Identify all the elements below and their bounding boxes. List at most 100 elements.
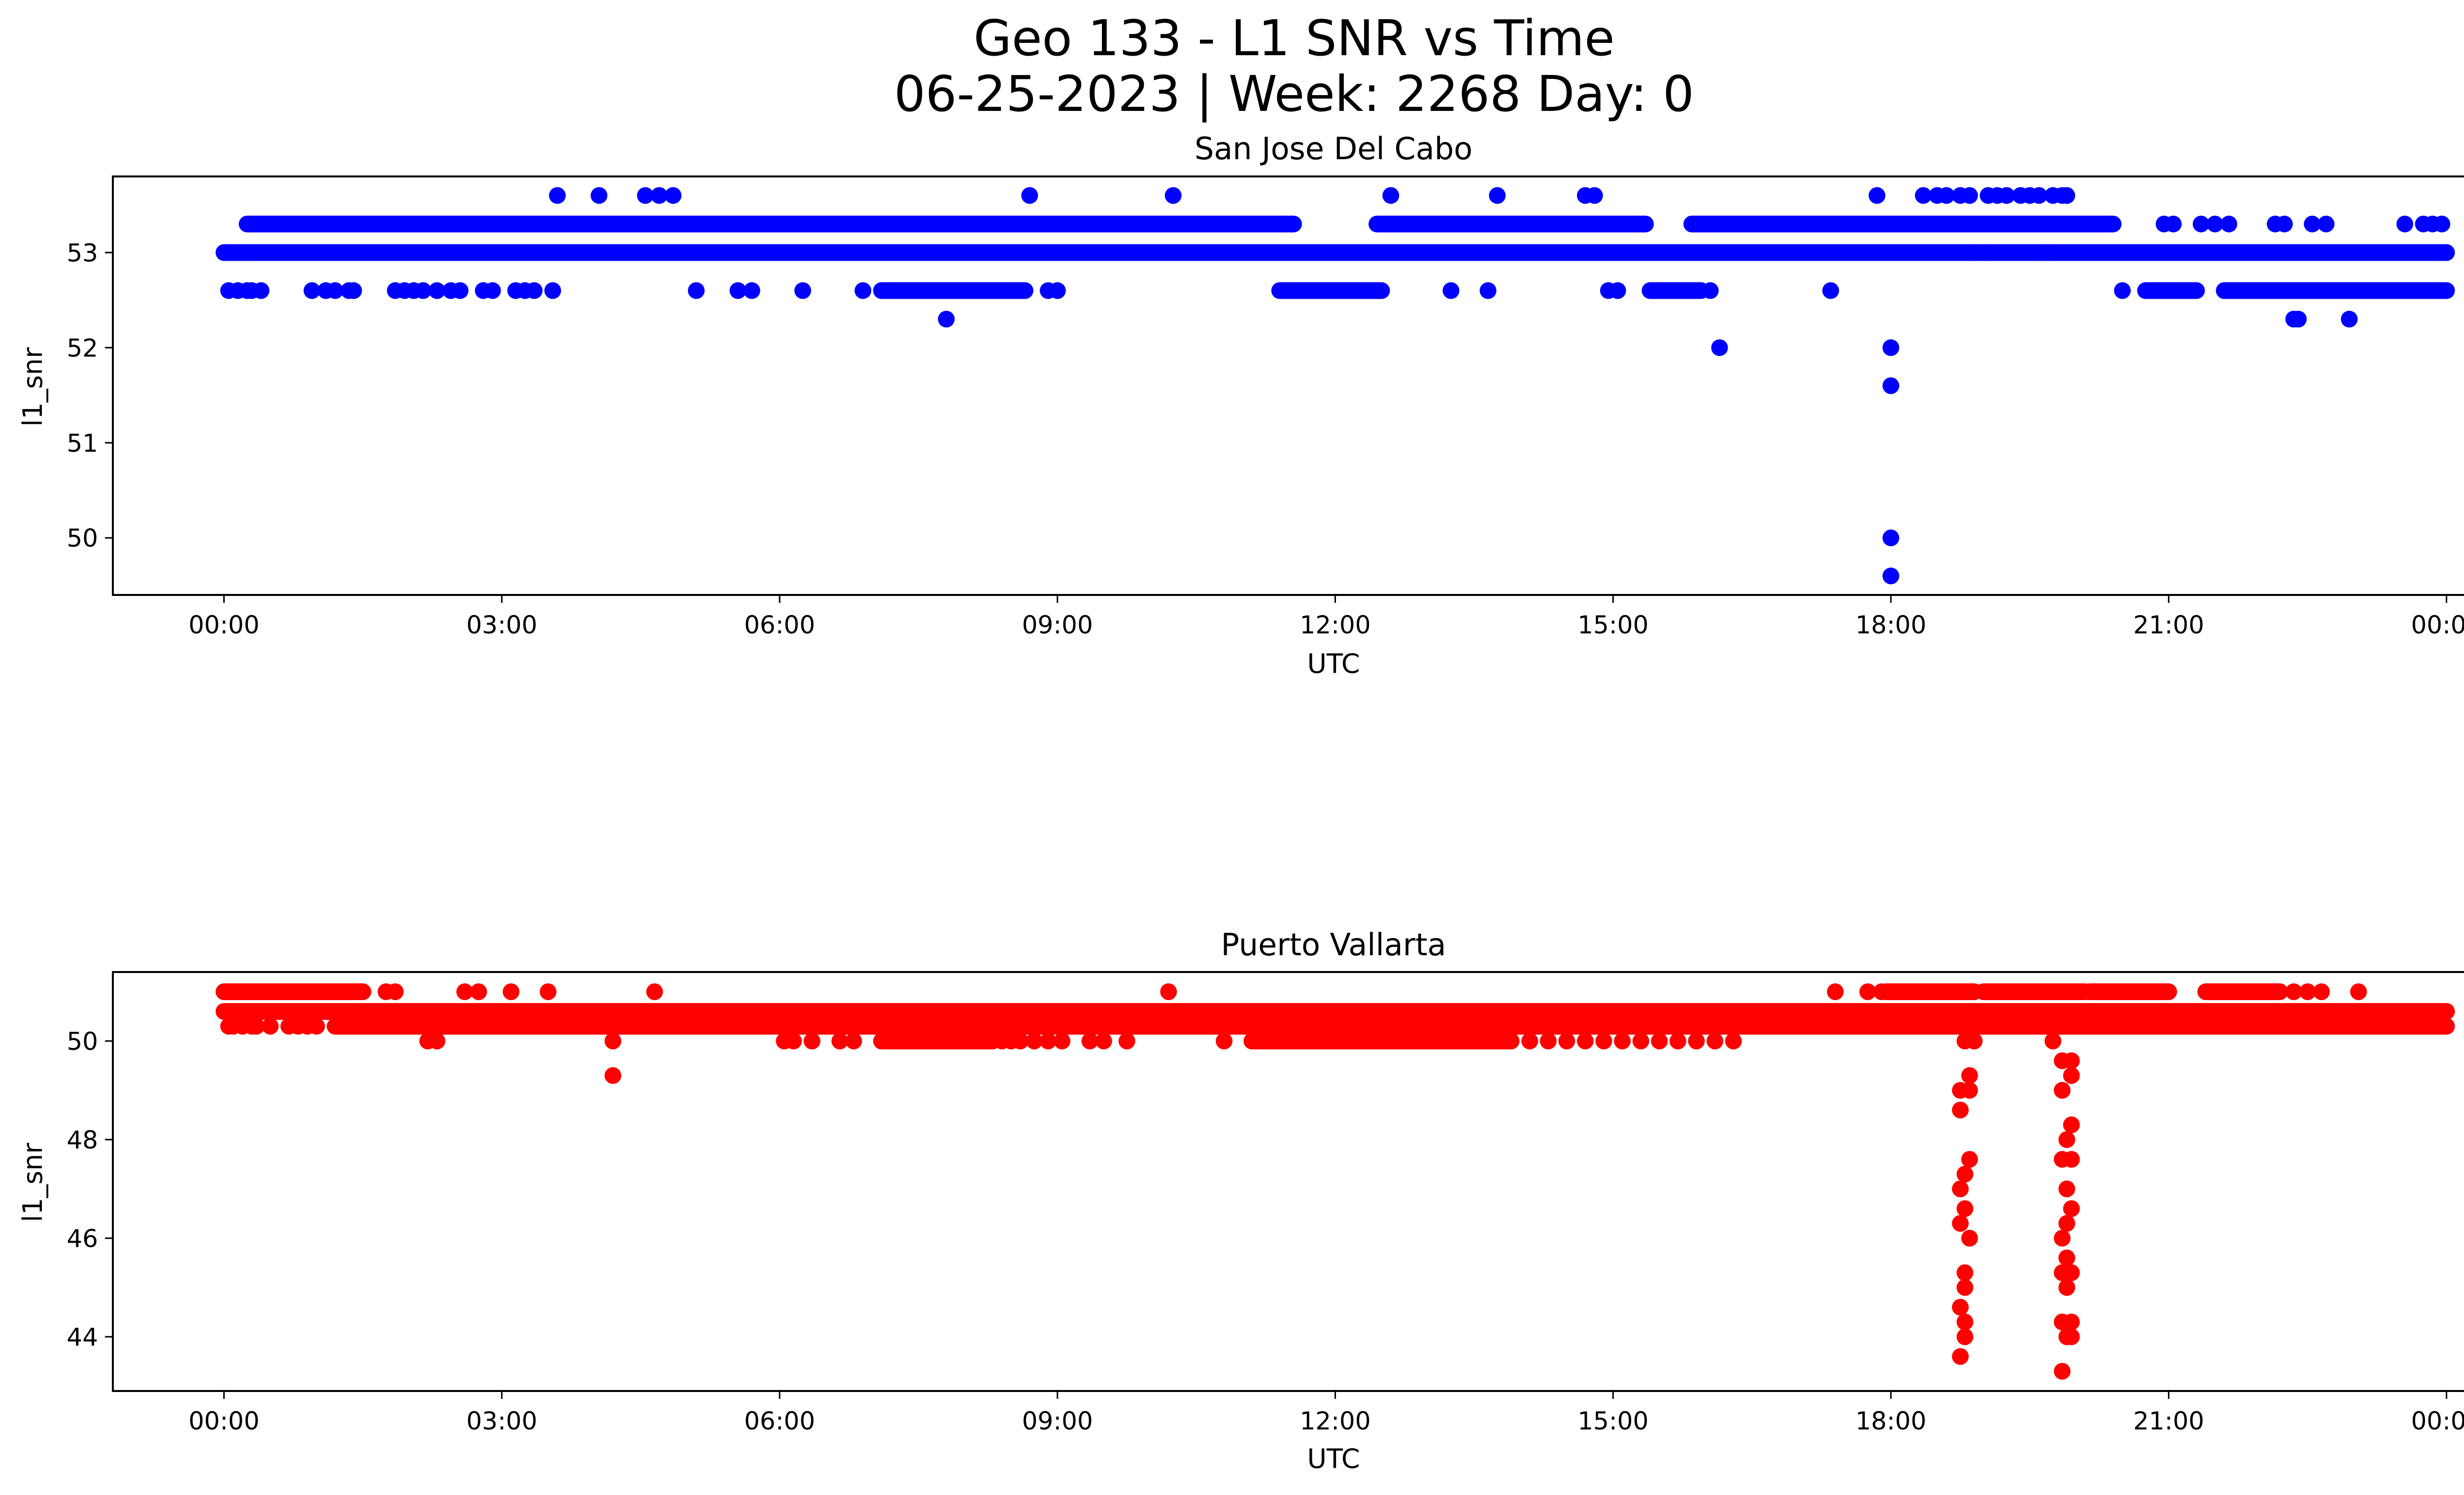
- data-point: [1160, 983, 1177, 1000]
- data-point: [604, 1067, 621, 1084]
- data-point: [1951, 1102, 1969, 1118]
- data-point: [1669, 1033, 1686, 1049]
- data-point: [2058, 187, 2076, 204]
- x-tick-label: 03:00: [466, 1407, 537, 1435]
- data-point: [1998, 1018, 2015, 1035]
- x-tick-label: 00:00: [188, 611, 259, 639]
- data-point: [2063, 1200, 2080, 1217]
- data-point: [447, 215, 464, 233]
- data-point: [1882, 377, 1899, 394]
- data-band: [1642, 282, 1710, 299]
- data-point: [1614, 1033, 1631, 1049]
- data-point: [503, 983, 520, 1000]
- y-tick-label: 50: [67, 524, 98, 553]
- x-tick-label: 00:00: [188, 1407, 259, 1435]
- data-point: [304, 282, 321, 299]
- data-point: [650, 187, 668, 204]
- data-band: [1878, 983, 1983, 1000]
- data-point: [2030, 187, 2048, 204]
- data-point: [743, 282, 760, 299]
- data-point: [1882, 339, 1899, 356]
- data-point: [1956, 1279, 1974, 1296]
- data-point: [2040, 1018, 2057, 1035]
- y-tick-label: 51: [67, 429, 98, 457]
- data-point: [1558, 1033, 1575, 1049]
- data-band: [1243, 1033, 1520, 1049]
- data-point: [2058, 1250, 2076, 1266]
- data-point: [2053, 1082, 2071, 1099]
- data-point: [1951, 1299, 1969, 1316]
- data-point: [1868, 187, 1885, 204]
- data-point: [831, 1033, 849, 1049]
- data-point: [1049, 282, 1066, 299]
- data-point: [590, 187, 608, 204]
- data-point: [1827, 983, 1844, 1000]
- x-tick-label: 00:00: [2411, 1407, 2464, 1435]
- y-axis-ticks: 44 46 48 50: [67, 1027, 113, 1352]
- data-point: [1442, 282, 1460, 299]
- data-point: [484, 282, 501, 299]
- data-band: [1369, 215, 1654, 233]
- data-point: [2063, 1328, 2080, 1345]
- data-point: [382, 215, 399, 233]
- data-point: [2285, 983, 2302, 1000]
- data-point: [664, 187, 682, 204]
- data-point: [252, 282, 270, 299]
- data-point: [2341, 311, 2358, 328]
- x-tick-label: 21:00: [2133, 1407, 2204, 1435]
- data-point: [2063, 1052, 2080, 1069]
- data-point: [1711, 339, 1728, 356]
- data-band: [2137, 282, 2205, 299]
- data-point: [345, 282, 362, 299]
- data-point: [1382, 187, 1400, 204]
- x-tick-label: 21:00: [2133, 611, 2204, 639]
- x-tick-label: 03:00: [466, 611, 537, 639]
- data-point: [2433, 215, 2451, 233]
- data-point: [2114, 282, 2131, 299]
- x-tick-label: 18:00: [1855, 611, 1926, 639]
- data-point: [1095, 1033, 1112, 1049]
- data-point: [1873, 983, 1890, 1000]
- data-point: [410, 215, 427, 233]
- data-point: [729, 282, 747, 299]
- data-point: [456, 983, 474, 1000]
- data-point: [1938, 187, 1955, 204]
- data-band: [1683, 215, 2122, 233]
- figure-title-line2: 06-25-2023 | Week: 2268 Day: 0: [894, 65, 1694, 123]
- data-point: [1725, 1033, 1742, 1049]
- data-point: [1706, 1033, 1723, 1049]
- data-point: [387, 983, 404, 1000]
- panel-title: Puerto Vallarta: [1221, 927, 1446, 963]
- x-axis-label: UTC: [1307, 1443, 1360, 1474]
- data-point: [2044, 1033, 2061, 1049]
- panel-title: San Jose Del Cabo: [1195, 131, 1472, 167]
- data-point: [2299, 983, 2316, 1000]
- y-tick-label: 44: [67, 1323, 98, 1352]
- data-point: [1688, 1033, 1705, 1049]
- data-point: [308, 1018, 325, 1035]
- data-point: [2053, 1363, 2071, 1380]
- data-point: [2313, 983, 2330, 1000]
- data-point: [428, 1033, 445, 1049]
- data-point: [1882, 529, 1899, 547]
- data-band: [327, 1018, 2455, 1035]
- data-point: [1651, 1033, 1668, 1049]
- data-point: [1609, 282, 1626, 299]
- data-point: [493, 215, 511, 233]
- x-tick-label: 15:00: [1577, 611, 1648, 639]
- x-tick-label: 06:00: [744, 1407, 815, 1435]
- data-point: [2206, 215, 2224, 233]
- y-axis-ticks: 50 51 52 53: [67, 239, 113, 553]
- y-tick-label: 48: [67, 1126, 98, 1154]
- data-band: [1271, 282, 1390, 299]
- data-point: [1961, 1067, 1978, 1084]
- data-point: [2063, 1314, 2080, 1330]
- x-tick-label: 09:00: [1022, 1407, 1093, 1435]
- data-point: [327, 282, 343, 299]
- data-point: [646, 983, 663, 1000]
- data-point: [2058, 1215, 2076, 1232]
- x-axis-label: UTC: [1307, 648, 1360, 679]
- data-point: [1961, 1082, 1978, 1099]
- data-point: [327, 215, 343, 233]
- data-point: [794, 282, 811, 299]
